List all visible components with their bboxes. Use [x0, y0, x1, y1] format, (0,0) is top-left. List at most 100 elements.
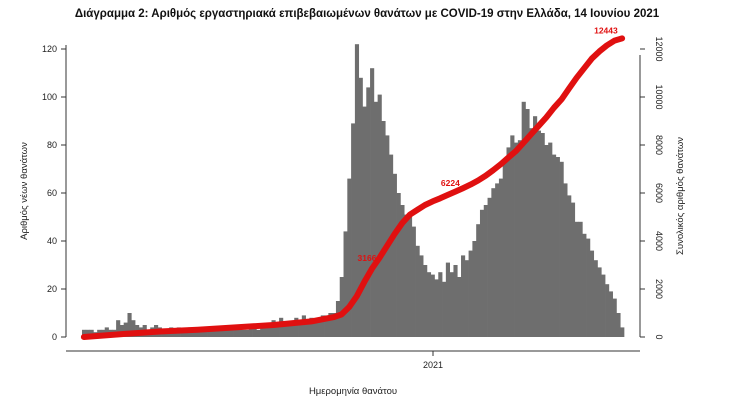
line-annotation: 6224: [441, 178, 460, 188]
bar: [241, 329, 246, 337]
bar: [381, 121, 386, 337]
x-axis-label: Ημερομηνία θανάτου: [309, 386, 397, 397]
bar: [104, 327, 109, 337]
y2-tick-label: 2000: [654, 279, 664, 299]
bar: [116, 320, 121, 337]
bar: [207, 329, 212, 337]
bar: [119, 325, 125, 337]
bar: [392, 173, 397, 337]
bar: [423, 265, 428, 337]
bar: [620, 327, 625, 337]
bar: [214, 329, 219, 337]
bar: [426, 272, 432, 337]
bar: [533, 116, 538, 337]
bar: [123, 322, 128, 337]
bar: [567, 195, 572, 337]
line-annotation: 3166: [358, 253, 377, 263]
bar: [389, 154, 394, 337]
bar: [347, 178, 352, 337]
bar: [582, 233, 587, 337]
bar: [502, 159, 507, 337]
bar: [184, 329, 189, 337]
bar: [275, 325, 280, 337]
bar: [282, 325, 288, 337]
bar: [354, 44, 360, 337]
bar: [593, 260, 598, 337]
bar: [578, 221, 583, 337]
bar: [589, 250, 595, 337]
bar: [434, 279, 439, 337]
bar: [237, 327, 242, 337]
bar: [411, 226, 416, 337]
bar: [586, 238, 591, 337]
y-tick-label: 100: [42, 92, 57, 102]
bar: [339, 277, 344, 337]
bar: [464, 260, 469, 337]
bar: [608, 291, 613, 337]
bar: [294, 317, 299, 337]
y-tick-label: 0: [52, 332, 57, 342]
bar: [218, 327, 223, 337]
axes: 0 20 40 60 80 100 120 0 2000 4000 6000 8000 10000 120…: [19, 36, 686, 397]
bar: [438, 272, 443, 337]
bar-series: [82, 44, 625, 338]
y-axis-label: Αριθμός νέων θανάτων: [19, 142, 30, 240]
cumulative-line: [80, 35, 626, 340]
bar: [286, 325, 291, 337]
bar: [271, 320, 276, 337]
bar: [267, 327, 272, 337]
bar: [366, 87, 371, 338]
bar: [191, 329, 197, 337]
bar: [449, 272, 454, 337]
bar: [131, 320, 136, 337]
bar: [260, 325, 265, 337]
bar: [127, 313, 132, 337]
bar: [396, 193, 401, 337]
bar: [506, 147, 511, 337]
line-annotation: 12443: [594, 25, 618, 35]
bar: [521, 101, 526, 337]
bar: [491, 188, 496, 337]
bar: [601, 274, 606, 337]
bar: [555, 157, 560, 337]
y2-axis-label: Συνολικός αριθμός θανάτων: [675, 137, 686, 255]
bar: [457, 277, 462, 337]
bar: [373, 101, 378, 337]
y2-tick-label: 6000: [654, 183, 664, 203]
bar: [377, 94, 382, 337]
bar: [226, 329, 231, 337]
bar: [263, 327, 269, 337]
bar: [404, 214, 409, 337]
bar: [324, 315, 329, 337]
bar: [290, 322, 295, 337]
bar: [453, 265, 458, 337]
bar: [244, 329, 250, 337]
y-tick-label: 80: [47, 140, 57, 150]
bar: [445, 262, 450, 337]
bar: [309, 317, 314, 337]
bar: [252, 325, 257, 337]
y2-tick-label: 12000: [654, 36, 664, 61]
bar: [529, 128, 534, 337]
bar: [551, 154, 557, 337]
y2-tick-label: 4000: [654, 231, 664, 251]
y-tick-label: 60: [47, 188, 57, 198]
bar: [343, 231, 348, 337]
bar: [472, 241, 477, 337]
bar: [233, 329, 238, 337]
bar: [362, 106, 367, 337]
bar: [570, 202, 576, 337]
bar: [385, 135, 390, 337]
bar: [487, 197, 492, 337]
bar: [498, 178, 504, 337]
bar: [335, 301, 341, 337]
bar: [279, 317, 284, 337]
bar: [442, 281, 447, 337]
bar: [419, 255, 424, 337]
bar: [85, 329, 90, 337]
bar: [468, 250, 473, 337]
bar: [351, 123, 356, 338]
bar: [612, 298, 617, 337]
bar: [332, 313, 337, 337]
bar: [328, 313, 333, 337]
